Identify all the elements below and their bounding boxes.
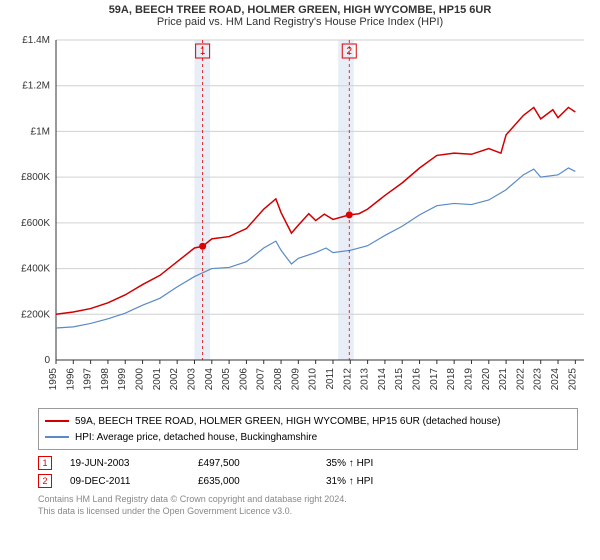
svg-text:1997: 1997 [83, 368, 94, 391]
sale-price: £497,500 [198, 458, 308, 469]
svg-text:2019: 2019 [463, 368, 474, 391]
svg-text:2000: 2000 [135, 368, 146, 391]
svg-text:2011: 2011 [325, 368, 336, 390]
marker-box-icon: 1 [38, 456, 52, 470]
sale-delta: 31% ↑ HPI [326, 476, 436, 487]
svg-text:2009: 2009 [290, 368, 301, 391]
svg-text:2004: 2004 [204, 368, 215, 391]
chart-title-line1: 59A, BEECH TREE ROAD, HOLMER GREEN, HIGH… [8, 4, 592, 16]
legend-item: 59A, BEECH TREE ROAD, HOLMER GREEN, HIGH… [45, 413, 571, 429]
svg-text:2008: 2008 [273, 368, 284, 391]
legend-swatch [45, 436, 69, 438]
footer: Contains HM Land Registry data © Crown c… [38, 494, 588, 517]
svg-text:£400K: £400K [21, 264, 50, 275]
svg-text:2018: 2018 [446, 368, 457, 391]
sale-date: 09-DEC-2011 [70, 476, 180, 487]
svg-text:£1.2M: £1.2M [22, 81, 50, 92]
svg-text:2014: 2014 [377, 368, 388, 391]
svg-text:£600K: £600K [21, 218, 50, 229]
svg-text:1998: 1998 [100, 368, 111, 391]
chart: 0 £200K £400K £600K £800K £1M £1.2M £1.4M 1995 19… [8, 32, 592, 402]
svg-text:2010: 2010 [308, 368, 319, 391]
svg-text:£1M: £1M [31, 126, 50, 137]
svg-text:2025: 2025 [567, 368, 578, 391]
sale-delta: 35% ↑ HPI [326, 458, 436, 469]
table-row: 2 09-DEC-2011 £635,000 31% ↑ HPI [38, 472, 578, 490]
svg-text:2016: 2016 [412, 368, 423, 391]
svg-text:2001: 2001 [152, 368, 163, 391]
legend-item: HPI: Average price, detached house, Buck… [45, 429, 571, 445]
svg-text:1995: 1995 [48, 368, 59, 391]
svg-text:2013: 2013 [360, 368, 371, 391]
footer-line: Contains HM Land Registry data © Crown c… [38, 494, 588, 506]
svg-text:2005: 2005 [221, 368, 232, 391]
svg-text:2015: 2015 [394, 368, 405, 391]
svg-text:2024: 2024 [550, 368, 561, 391]
svg-text:£1.4M: £1.4M [22, 35, 50, 46]
svg-text:2: 2 [346, 46, 352, 57]
footer-line: This data is licensed under the Open Gov… [38, 506, 588, 518]
svg-text:2022: 2022 [515, 368, 526, 391]
svg-text:2020: 2020 [481, 368, 492, 391]
svg-text:2007: 2007 [256, 368, 267, 391]
marker-box-icon: 2 [38, 474, 52, 488]
legend-label: HPI: Average price, detached house, Buck… [75, 432, 317, 443]
svg-text:2006: 2006 [238, 368, 249, 391]
legend-label: 59A, BEECH TREE ROAD, HOLMER GREEN, HIGH… [75, 416, 501, 427]
table-row: 1 19-JUN-2003 £497,500 35% ↑ HPI [38, 454, 578, 472]
svg-text:1996: 1996 [65, 368, 76, 391]
svg-text:0: 0 [44, 355, 50, 366]
svg-text:2002: 2002 [169, 368, 180, 391]
legend: 59A, BEECH TREE ROAD, HOLMER GREEN, HIGH… [38, 408, 578, 450]
svg-text:£800K: £800K [21, 172, 50, 183]
svg-text:£200K: £200K [21, 309, 50, 320]
svg-text:1: 1 [200, 46, 206, 57]
svg-text:2023: 2023 [533, 368, 544, 391]
svg-text:2021: 2021 [498, 368, 509, 391]
chart-title-line2: Price paid vs. HM Land Registry's House … [8, 16, 592, 28]
sale-date: 19-JUN-2003 [70, 458, 180, 469]
sales-table: 1 19-JUN-2003 £497,500 35% ↑ HPI 2 09-DE… [38, 454, 578, 490]
svg-text:1999: 1999 [117, 368, 128, 391]
svg-text:2003: 2003 [186, 368, 197, 391]
svg-text:2017: 2017 [429, 368, 440, 391]
legend-swatch [45, 420, 69, 422]
svg-text:2012: 2012 [342, 368, 353, 391]
sale-price: £635,000 [198, 476, 308, 487]
